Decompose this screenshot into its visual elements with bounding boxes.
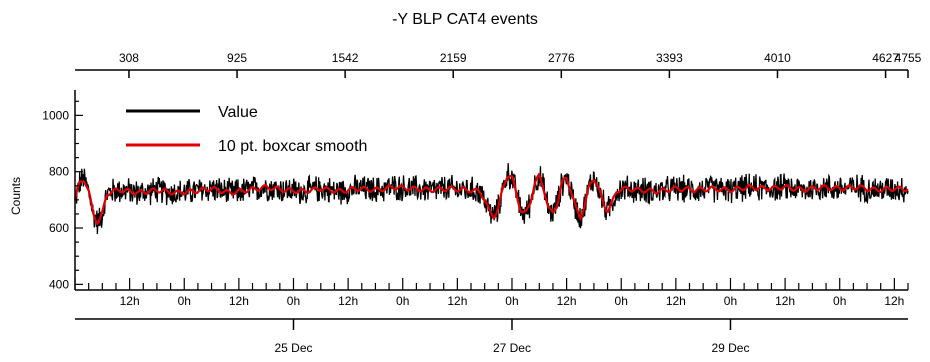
legend-label-smooth: 10 pt. boxcar smooth xyxy=(218,138,367,155)
hour-tick-label: 0h xyxy=(833,294,846,308)
plot-area xyxy=(73,163,909,235)
hour-tick-label: 0h xyxy=(287,294,300,308)
top-axis-tick-label: 2159 xyxy=(440,51,467,65)
top-axis-tick-label: 308 xyxy=(119,51,139,65)
top-axis-tick-label: 2776 xyxy=(548,51,575,65)
top-axis-tick-label: 4627 xyxy=(872,51,899,65)
hour-tick-label: 0h xyxy=(178,294,191,308)
series-smooth-line xyxy=(73,172,909,226)
hour-tick-label: 0h xyxy=(615,294,628,308)
legend: Value 10 pt. boxcar smooth xyxy=(126,104,367,155)
hour-tick-label: 12h xyxy=(775,294,795,308)
top-axis-tick-label: 4010 xyxy=(764,51,791,65)
hour-tick-label: 0h xyxy=(396,294,409,308)
y-axis-tick-label: 1000 xyxy=(42,108,69,122)
y-axis-tick-label: 800 xyxy=(49,165,69,179)
date-tick-label: 25 Dec xyxy=(274,341,312,355)
hour-tick-label: 12h xyxy=(557,294,577,308)
legend-label-value: Value xyxy=(218,104,258,121)
hour-tick-label: 12h xyxy=(884,294,904,308)
y-axis-label: Counts xyxy=(9,177,23,215)
hour-tick-label: 12h xyxy=(229,294,249,308)
y-axis-tick-label: 400 xyxy=(49,277,69,291)
series-value-line xyxy=(74,163,909,235)
top-axis-tick-label: 1542 xyxy=(332,51,359,65)
top-axis-tick-label: 925 xyxy=(227,51,247,65)
date-tick-label: 27 Dec xyxy=(493,341,531,355)
hour-tick-label: 12h xyxy=(338,294,358,308)
date-tick-label: 29 Dec xyxy=(711,341,749,355)
chart-title: -Y BLP CAT4 events xyxy=(392,11,538,28)
top-axis-tick-label: 4755 xyxy=(895,51,922,65)
y-axis-tick-label: 600 xyxy=(49,221,69,235)
hour-tick-label: 0h xyxy=(505,294,518,308)
hour-tick-label: 0h xyxy=(724,294,737,308)
bottom-axis: 12h 0h 12h 0h 12h 0h 12h 0h 12h 0h 12h 0h 12h 0h 12h 25… xyxy=(74,278,909,355)
hour-tick-label: 12h xyxy=(120,294,140,308)
hour-tick-label: 12h xyxy=(447,294,467,308)
top-axis-tick-label: 3393 xyxy=(656,51,683,65)
hour-tick-label: 12h xyxy=(666,294,686,308)
left-axis: 400 600 800 1000 xyxy=(42,90,83,291)
